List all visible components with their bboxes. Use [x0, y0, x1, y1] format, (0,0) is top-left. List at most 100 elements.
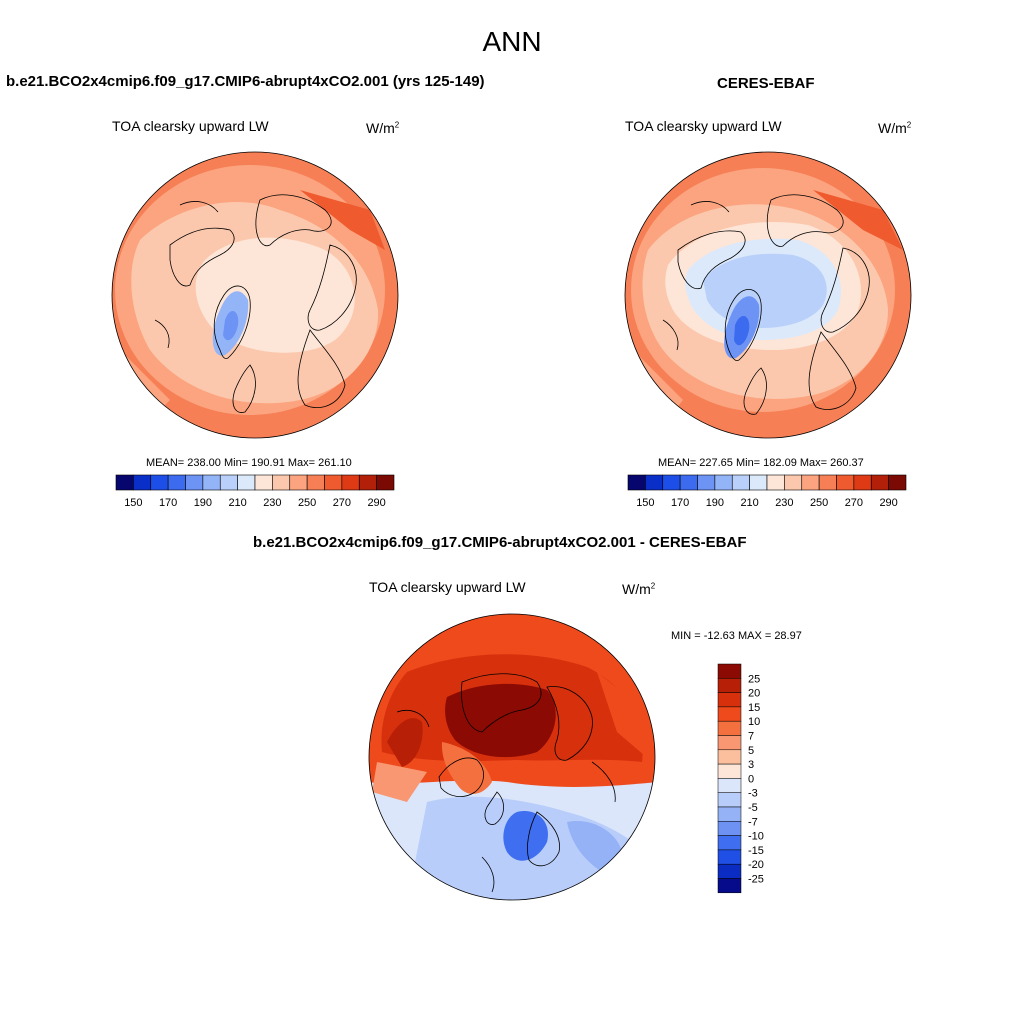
colorbar-swatch	[679, 474, 698, 491]
colorbar-swatch	[289, 474, 308, 491]
colorbar-tick-label: 170	[159, 497, 177, 509]
colorbar-swatch	[766, 474, 785, 491]
colorbar-tick-label: -7	[748, 816, 758, 828]
diff-field-warm	[372, 762, 427, 802]
colorbar-swatch	[717, 706, 742, 722]
page-title: ANN	[482, 26, 542, 57]
colorbar-tick-label: 190	[706, 497, 724, 509]
colorbar-swatch	[627, 474, 646, 491]
colorbar-swatch	[717, 878, 742, 894]
colorbar-swatch	[717, 692, 742, 708]
colorbar-tick-label: 5	[748, 745, 754, 757]
diff-variable-label: TOA clearsky upward LW	[369, 579, 526, 595]
colorbar-tick-label: 290	[879, 497, 897, 509]
colorbar-tick-label: 250	[298, 497, 316, 509]
colorbar-swatch	[888, 474, 907, 491]
colorbar-tick-label: 150	[636, 497, 654, 509]
map-boundary	[368, 613, 656, 901]
diff-field-strong-cool	[503, 811, 548, 861]
coastlines	[396, 673, 616, 893]
colorbar-swatch	[853, 474, 872, 491]
colorbar-tick-label: 210	[740, 497, 758, 509]
colorbar-swatch	[133, 474, 152, 491]
colorbar-tick-label: 270	[845, 497, 863, 509]
colorbar-swatch	[115, 474, 134, 491]
colorbar-swatch	[870, 474, 889, 491]
colorbar-tick-label: 230	[263, 497, 281, 509]
diff-stats: MIN = -12.63 MAX = 28.97	[671, 630, 802, 642]
diff-field-cool	[567, 821, 622, 872]
model-variable-label: TOA clearsky upward LW	[112, 118, 269, 134]
colorbar-swatch	[272, 474, 291, 491]
colorbar-tick-label: -20	[748, 859, 764, 871]
diff-units: W/m2	[622, 581, 656, 597]
colorbar-swatch	[818, 474, 837, 491]
colorbar-swatch	[237, 474, 256, 491]
colorbar-tick-label: -10	[748, 831, 764, 843]
colorbar-swatch	[717, 663, 742, 679]
colorbar-tick-label: 150	[124, 497, 142, 509]
colorbar-tick-label: 15	[748, 702, 760, 714]
colorbar-tick-label: 210	[228, 497, 246, 509]
colorbar-swatch	[254, 474, 273, 491]
coastlines	[154, 194, 357, 413]
colorbar-tick-label: -25	[748, 874, 764, 886]
colorbar-swatch	[801, 474, 820, 491]
colorbar-swatch	[717, 678, 742, 693]
colorbar-swatch	[324, 474, 343, 491]
model-colorbar: 150 170 190 210 230 250 270 290	[115, 474, 395, 509]
colorbar-swatch	[717, 835, 742, 851]
colorbar-swatch	[731, 474, 750, 491]
colorbar-swatch	[717, 792, 742, 808]
colorbar-swatch	[645, 474, 664, 491]
colorbar-tick-label: 170	[671, 497, 689, 509]
map-field-warm	[300, 190, 385, 250]
obs-colorbar: 150 170 190 210 230 250 270 290	[627, 474, 907, 509]
obs-polar-map	[624, 151, 912, 439]
colorbar-tick-label: -5	[748, 802, 758, 814]
diff-colorbar: 25 20 15 10 7 5 3 0 -3 -5 -7 -10 -15 -20 -25	[717, 663, 764, 894]
diff-field-warm	[597, 672, 652, 762]
colorbar-tick-label: 3	[748, 759, 754, 771]
colorbar-swatch	[219, 474, 238, 491]
obs-panel-title: CERES-EBAF	[717, 75, 815, 92]
colorbar-tick-label: -15	[748, 845, 764, 857]
colorbar-swatch	[717, 749, 742, 765]
colorbar-tick-label: 7	[748, 731, 754, 743]
obs-stats: MEAN= 227.65 Min= 182.09 Max= 260.37	[658, 457, 864, 469]
map-boundary	[624, 151, 912, 439]
colorbar-tick-label: 25	[748, 673, 760, 685]
diff-panel-title: b.e21.BCO2x4cmip6.f09_g17.CMIP6-abrupt4x…	[253, 534, 747, 551]
colorbar-swatch	[717, 735, 742, 751]
colorbar-swatch	[376, 474, 395, 491]
diff-field-strong-warm	[387, 718, 423, 767]
colorbar-tick-label: 20	[748, 688, 760, 700]
colorbar-tick-label: 290	[367, 497, 385, 509]
map-field-warm	[813, 190, 903, 250]
colorbar-swatch	[717, 720, 742, 736]
colorbar-swatch	[202, 474, 221, 491]
colorbar-swatch	[697, 474, 716, 491]
colorbar-swatch	[167, 474, 186, 491]
diff-field-warm	[441, 742, 492, 794]
diff-field-strong-warm	[445, 683, 556, 758]
colorbar-tick-label: 0	[748, 773, 754, 785]
colorbar-swatch	[717, 863, 742, 879]
colorbar-tick-label: 230	[775, 497, 793, 509]
colorbar-swatch	[784, 474, 803, 491]
obs-units: W/m2	[878, 120, 912, 136]
obs-variable-label: TOA clearsky upward LW	[625, 118, 782, 134]
colorbar-swatch	[717, 763, 742, 779]
colorbar-swatch	[717, 821, 742, 836]
map-boundary	[111, 151, 399, 439]
colorbar-swatch	[749, 474, 768, 491]
colorbar-swatch	[717, 778, 742, 793]
diff-polar-map	[368, 613, 656, 901]
model-units: W/m2	[366, 120, 400, 136]
colorbar-swatch	[717, 849, 742, 865]
model-stats: MEAN= 238.00 Min= 190.91 Max= 261.10	[146, 457, 352, 469]
colorbar-tick-label: 10	[748, 716, 760, 728]
colorbar-tick-label: 270	[333, 497, 351, 509]
coastlines	[662, 194, 870, 415]
colorbar-tick-label: 190	[194, 497, 212, 509]
